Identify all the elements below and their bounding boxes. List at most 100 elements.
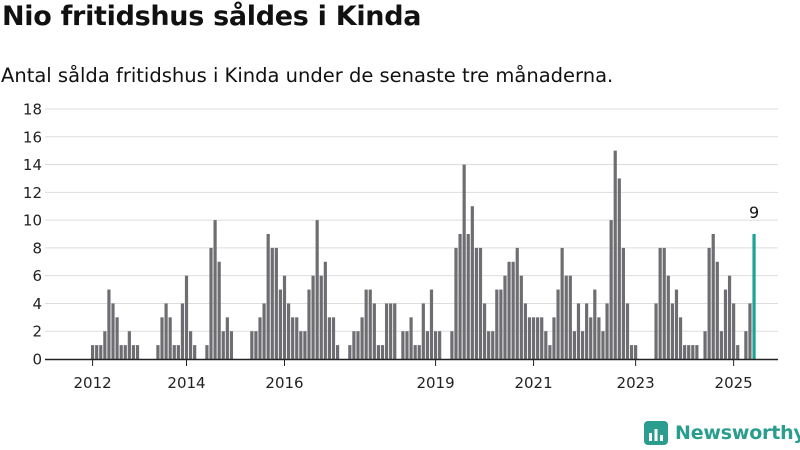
bar: [91, 345, 95, 359]
bar: [123, 345, 127, 359]
bar: [262, 303, 266, 359]
bar: [687, 345, 691, 359]
y-tick-label: 16: [23, 128, 42, 146]
bar: [695, 345, 699, 359]
bar: [352, 331, 356, 359]
bar: [278, 289, 283, 359]
bar: [548, 345, 552, 359]
bar: [176, 345, 180, 359]
bar: [160, 317, 164, 359]
bar: [164, 303, 168, 359]
bar: [531, 317, 536, 359]
bar: [193, 345, 197, 359]
bar: [536, 317, 540, 359]
bar: [556, 289, 560, 359]
bar: [466, 234, 470, 359]
bar: [585, 303, 589, 359]
bar: [360, 317, 364, 359]
bar: [658, 247, 662, 359]
bar: [589, 317, 593, 359]
y-tick-label: 0: [32, 351, 42, 369]
bar: [719, 331, 723, 359]
brand-name: Newsworthy: [675, 422, 800, 444]
bar: [425, 331, 430, 359]
bar: [270, 247, 274, 359]
bar: [282, 275, 287, 359]
bar: [307, 289, 311, 359]
bar: [523, 303, 527, 359]
bar: [625, 303, 630, 359]
bar: [131, 345, 136, 359]
bar: [250, 331, 254, 359]
bar: [364, 289, 368, 359]
bar: [368, 289, 372, 359]
bar: [103, 331, 107, 359]
bar: [609, 220, 613, 359]
bar: [568, 275, 572, 359]
bar: [678, 317, 683, 359]
bar: [180, 303, 185, 359]
bar: [519, 275, 523, 359]
y-tick-label: 18: [23, 101, 42, 119]
x-tick-label: 2023: [617, 374, 655, 392]
bar: [654, 303, 658, 359]
bar: [707, 247, 711, 359]
bar-chart: 0 2 4 6 8 10 12 14 16 18 2012 2014 2016 2019 2021 2023 2…: [23, 101, 778, 392]
bar: [274, 247, 278, 359]
bar: [458, 234, 462, 359]
bar: [188, 331, 193, 359]
bar: [621, 247, 625, 359]
bar: [503, 275, 507, 359]
bar: [715, 261, 719, 359]
bar: [511, 261, 515, 359]
x-tick-label: 2012: [74, 374, 112, 392]
bar: [572, 331, 576, 359]
bar: [744, 331, 748, 359]
bar: [291, 317, 295, 359]
bar: [405, 331, 409, 359]
bar: [331, 317, 336, 359]
bar: [384, 303, 389, 359]
bar: [311, 275, 315, 359]
bar: [560, 247, 564, 359]
bar: [209, 247, 213, 359]
bar: [421, 303, 425, 359]
bar: [315, 220, 319, 359]
data-label: 9: [749, 203, 759, 222]
bar: [617, 178, 621, 359]
bar: [429, 289, 434, 359]
y-tick-label: 12: [23, 184, 42, 202]
bar: [323, 261, 327, 359]
bar: [168, 317, 172, 359]
bar: [438, 331, 442, 359]
chart-title: Nio fritidshus såldes i Kinda: [2, 1, 422, 32]
x-tick-label: 2019: [416, 374, 454, 392]
bar: [478, 247, 483, 359]
chart-subtitle: Antal sålda fritidshus i Kinda under de …: [1, 64, 614, 87]
bar: [413, 345, 417, 359]
bar: [266, 234, 270, 359]
bar: [491, 331, 495, 359]
bar: [286, 303, 291, 359]
bar: [601, 331, 605, 359]
bar-highlight: [752, 234, 756, 359]
bar: [372, 303, 376, 359]
bar: [662, 247, 666, 359]
bar: [135, 345, 140, 359]
bar: [576, 303, 581, 359]
y-tick-label: 6: [32, 267, 42, 285]
bar: [401, 331, 405, 359]
bar: [111, 303, 115, 359]
bar: [356, 331, 360, 359]
bar: [454, 247, 458, 359]
bar: [258, 317, 262, 359]
bar: [515, 247, 519, 359]
bar: [605, 303, 609, 359]
bar: [319, 275, 323, 359]
bar: [95, 345, 99, 359]
bar: [736, 345, 740, 359]
bar: [580, 331, 585, 359]
bar: [409, 317, 413, 359]
bar: [593, 289, 597, 359]
y-tick-label: 8: [32, 239, 42, 257]
